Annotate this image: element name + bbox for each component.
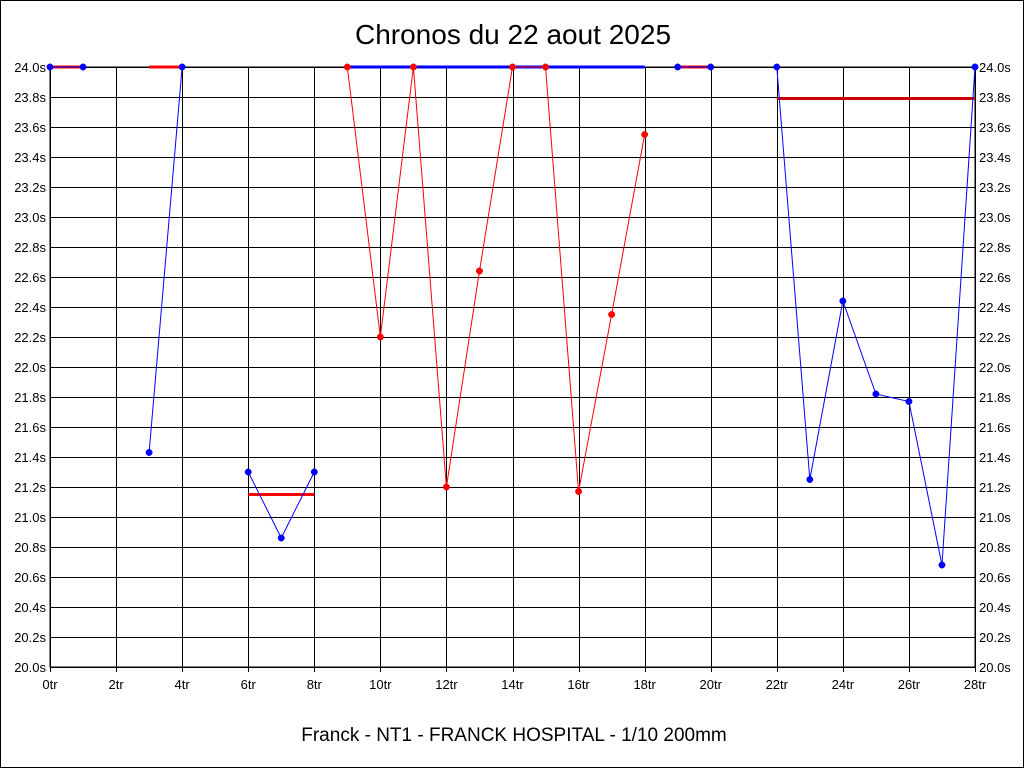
y-tick-label-right: 20.6s [979, 570, 1011, 585]
data-point [476, 267, 483, 275]
data-point [773, 63, 781, 71]
y-tick-label-left: 21.4s [14, 450, 46, 465]
y-tick-label-right: 22.0s [979, 360, 1011, 375]
data-point [707, 63, 715, 71]
x-tick-label: 14tr [501, 677, 524, 692]
y-tick-label-right: 23.0s [979, 210, 1011, 225]
y-tick-label-right: 23.8s [979, 90, 1011, 105]
y-tick-label-left: 21.2s [14, 480, 46, 495]
data-point [872, 390, 880, 398]
x-tick-label: 20tr [700, 677, 723, 692]
series-line [776, 66, 976, 566]
x-tick-label: 4tr [175, 677, 191, 692]
y-tick-label-left: 23.4s [14, 150, 46, 165]
x-tick-label: 0tr [42, 677, 58, 692]
y-tick-label-right: 21.4s [979, 450, 1011, 465]
x-tick-label: 18tr [633, 677, 656, 692]
data-point [244, 468, 252, 476]
x-tick-label: 24tr [832, 677, 855, 692]
data-point [806, 476, 814, 483]
series [46, 63, 979, 569]
y-tick-label-right: 21.8s [979, 390, 1011, 405]
grid [49, 66, 976, 672]
y-tick-label-left: 22.8s [14, 240, 46, 255]
data-point [442, 483, 450, 491]
x-tick-label: 6tr [241, 677, 257, 692]
data-point [839, 297, 847, 305]
y-tick-label-left: 21.0s [14, 510, 46, 525]
x-tick-label: 10tr [369, 677, 392, 692]
data-point [674, 63, 682, 71]
y-tick-label-right: 21.6s [979, 420, 1011, 435]
y-tick-label-left: 21.6s [14, 420, 46, 435]
data-point [310, 468, 318, 476]
data-point [641, 131, 649, 138]
data-point [376, 333, 384, 341]
y-tick-label-right: 24.0s [979, 60, 1011, 75]
data-point [46, 63, 54, 71]
y-axis-right: 20.0s 20.2s 20.4s 20.6s 20.8s 21.0s 21.2s 21.4s… [979, 60, 1011, 675]
y-tick-label-left: 22.4s [14, 300, 46, 315]
x-tick-label: 12tr [435, 677, 458, 692]
data-point [608, 311, 616, 318]
data-point [79, 63, 87, 71]
y-tick-label-left: 23.6s [14, 120, 46, 135]
x-tick-label: 16tr [567, 677, 590, 692]
x-axis: 0tr 2tr 4tr 6tr 8tr 10tr 12tr 14tr 16tr 18tr 20tr 2… [42, 677, 986, 692]
average-lines [50, 65, 975, 496]
y-tick-label-right: 22.6s [979, 270, 1011, 285]
y-tick-label-right: 23.6s [979, 120, 1011, 135]
series-line [346, 66, 646, 492]
x-tick-label: 2tr [108, 677, 124, 692]
x-tick-label: 22tr [766, 677, 789, 692]
data-point [938, 561, 946, 569]
chart-footer: Franck - NT1 - FRANCK HOSPITAL - 1/10 20… [301, 725, 726, 746]
y-tick-label-right: 20.2s [979, 630, 1011, 645]
y-tick-label-left: 24.0s [14, 60, 46, 75]
y-tick-label-right: 20.8s [979, 540, 1011, 555]
x-tick-label: 8tr [307, 677, 323, 692]
y-tick-label-left: 20.0s [14, 660, 46, 675]
y-tick-label-left: 22.0s [14, 360, 46, 375]
y-tick-label-right: 20.0s [979, 660, 1011, 675]
data-point [542, 63, 549, 71]
y-tick-label-left: 20.6s [14, 570, 46, 585]
x-tick-label: 26tr [898, 677, 921, 692]
y-tick-label-left: 20.2s [14, 630, 46, 645]
y-tick-label-right: 22.2s [979, 330, 1011, 345]
x-tick-label: 28tr [964, 677, 987, 692]
y-tick-label-right: 22.8s [979, 240, 1011, 255]
y-tick-label-right: 21.2s [979, 480, 1011, 495]
y-tick-label-left: 23.0s [14, 210, 46, 225]
y-tick-label-right: 22.4s [979, 300, 1011, 315]
y-tick-label-right: 23.4s [979, 150, 1011, 165]
y-axis-left: 20.0s 20.2s 20.4s 20.6s 20.8s 21.0s 21.2s 21.4s… [14, 60, 46, 675]
series-line [247, 471, 315, 540]
y-tick-label-right: 21.0s [979, 510, 1011, 525]
chart-title: Chronos du 22 aout 2025 [355, 19, 671, 50]
y-tick-label-right: 20.4s [979, 600, 1011, 615]
data-point [178, 63, 186, 71]
data-point [509, 63, 516, 71]
data-point [145, 449, 153, 456]
y-tick-label-left: 23.8s [14, 90, 46, 105]
series-line [148, 66, 183, 453]
y-tick-label-left: 21.8s [14, 390, 46, 405]
y-tick-label-left: 20.8s [14, 540, 46, 555]
data-point [575, 488, 583, 495]
y-tick-label-left: 23.2s [14, 180, 46, 195]
data-point [343, 63, 351, 71]
data-point [905, 398, 913, 405]
data-point [277, 534, 285, 542]
y-tick-label-right: 23.2s [979, 180, 1011, 195]
data-point [409, 63, 417, 71]
y-tick-label-left: 20.4s [14, 600, 46, 615]
y-tick-label-left: 22.6s [14, 270, 46, 285]
data-point [971, 63, 979, 71]
y-tick-label-left: 22.2s [14, 330, 46, 345]
